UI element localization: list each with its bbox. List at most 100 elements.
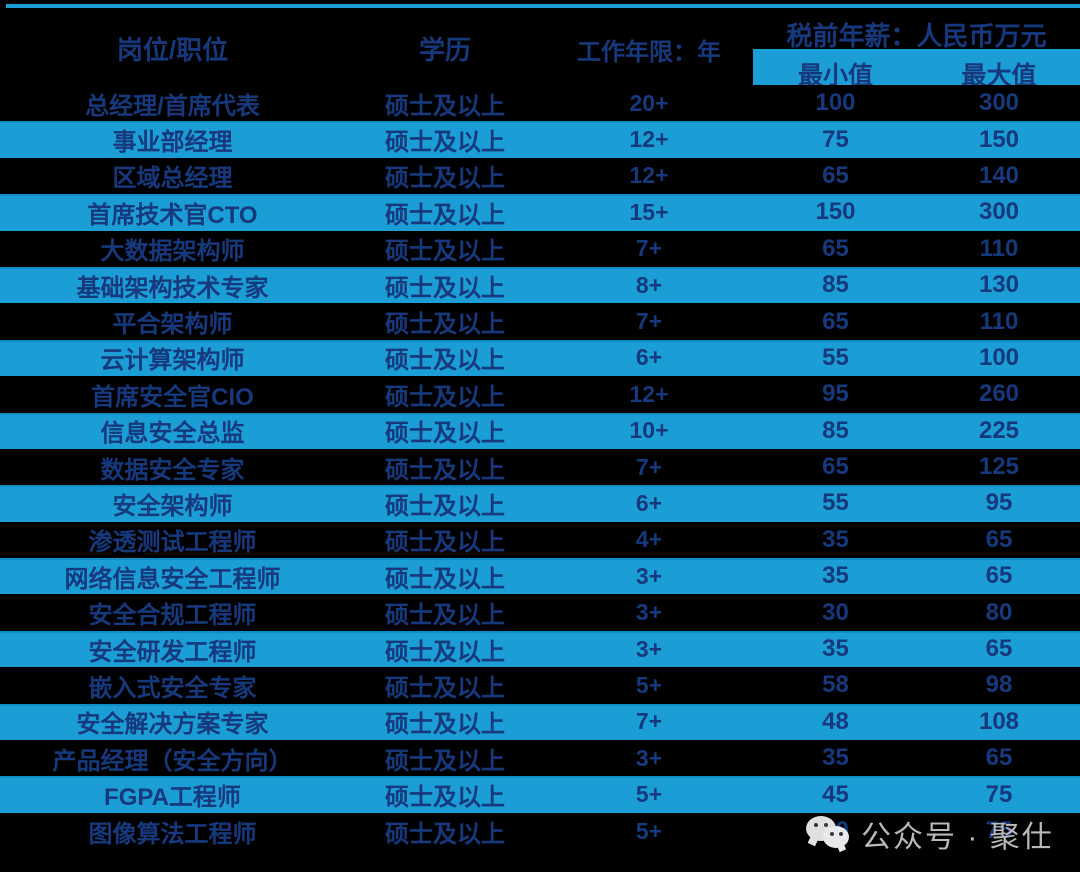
row-cell-education: 硕士及以上 [385, 311, 505, 339]
row-cell-position: 嵌入式安全专家 [88, 674, 257, 702]
row-cell-position: 区域总经理 [112, 165, 233, 193]
row-cell-education: 硕士及以上 [385, 492, 505, 520]
row-cell-education: 硕士及以上 [385, 165, 505, 193]
row-cell-experience: 3+ [635, 744, 663, 771]
row-cell-salary-max: 260 [978, 380, 1020, 408]
table-row: 安全合规工程师 硕士及以上 3+ 30 80 [0, 594, 1080, 631]
row-cell-position: 渗透测试工程师 [88, 529, 257, 557]
row-cell-salary-max: 125 [978, 453, 1020, 481]
salary-subheader-band [753, 49, 1080, 89]
row-cell-position: 总经理/首席代表 [85, 92, 260, 120]
row-cell-position: 安全解决方案专家 [76, 711, 269, 739]
row-cell-position: 云计算架构师 [100, 347, 245, 375]
table-row: 首席安全官CIO 硕士及以上 12+ 95 260 [0, 376, 1080, 413]
table-body: 总经理/首席代表 硕士及以上 20+ 100 300 事业部经理 硕士及以上 12+ 75 150… [0, 85, 1080, 850]
row-cell-education: 硕士及以上 [385, 747, 505, 775]
row-cell-experience: 6+ [635, 344, 663, 371]
row-cell-experience: 3+ [635, 562, 663, 589]
row-cell-position: 大数据架构师 [100, 238, 245, 266]
row-cell-education: 硕士及以上 [385, 638, 505, 666]
row-cell-salary-min: 100 [815, 89, 856, 117]
row-cell-education: 硕士及以上 [385, 820, 505, 848]
row-cell-salary-min: 35 [822, 562, 849, 590]
table-row: 渗透测试工程师 硕士及以上 4+ 35 65 [0, 521, 1080, 559]
row-cell-salary-max: 110 [979, 307, 1019, 335]
row-cell-experience: 4+ [635, 526, 663, 553]
row-cell-salary-max: 75 [985, 817, 1013, 844]
row-cell-salary-max: 100 [978, 343, 1020, 371]
row-cell-position: 数据安全专家 [100, 456, 245, 484]
table-row: 首席技术官CTO 硕士及以上 15+ 150 300 [0, 194, 1080, 231]
row-cell-education: 硕士及以上 [385, 238, 505, 266]
row-cell-salary-min: 35 [822, 525, 849, 553]
top-accent-rule [6, 4, 1080, 8]
row-cell-salary-min: 35 [822, 635, 849, 663]
row-cell-salary-max: 95 [985, 489, 1013, 517]
row-cell-salary-min: 35 [822, 744, 849, 772]
row-cell-education: 硕士及以上 [385, 383, 505, 411]
row-cell-salary-min: 65 [822, 307, 849, 335]
row-cell-salary-max: 80 [985, 598, 1013, 626]
row-cell-salary-max: 65 [985, 635, 1013, 663]
row-cell-position: 首席安全官CIO [91, 383, 254, 411]
column-header-experience: 工作年限：年 [577, 39, 721, 66]
row-cell-experience: 12+ [629, 380, 669, 407]
table-row: 安全解决方案专家 硕士及以上 7+ 48 108 [0, 703, 1080, 741]
row-cell-experience: 5+ [635, 671, 663, 698]
row-cell-position: 安全研发工程师 [88, 638, 257, 666]
table-row: 数据安全专家 硕士及以上 7+ 65 125 [0, 448, 1080, 486]
column-header-position: 岗位/职位 [116, 35, 229, 65]
row-cell-education: 硕士及以上 [385, 420, 505, 448]
row-cell-education: 硕士及以上 [385, 456, 505, 484]
row-cell-salary-max: 65 [985, 525, 1013, 553]
row-cell-education: 硕士及以上 [385, 201, 505, 229]
row-cell-experience: 7+ [635, 708, 663, 735]
row-cell-position: 安全合规工程师 [88, 602, 257, 630]
row-cell-education: 硕士及以上 [385, 565, 505, 593]
row-cell-experience: 12+ [629, 126, 669, 153]
row-cell-experience: 6+ [635, 489, 663, 516]
row-cell-experience: 3+ [635, 599, 663, 626]
row-cell-experience: 7+ [635, 308, 663, 335]
table-row: 网络信息安全工程师 硕士及以上 3+ 35 65 [0, 558, 1080, 595]
table-row: 图像算法工程师 硕士及以上 5+ 50 75 [0, 812, 1080, 850]
row-cell-position: 安全架构师 [112, 492, 233, 520]
column-header-salary-group: 税前年薪：人民币万元 [786, 21, 1047, 51]
row-cell-education: 硕士及以上 [385, 274, 505, 302]
row-cell-salary-min: 150 [815, 198, 856, 226]
row-cell-salary-min: 30 [822, 598, 849, 626]
row-cell-salary-max: 150 [978, 125, 1020, 153]
row-cell-education: 硕士及以上 [385, 711, 505, 739]
row-cell-salary-max: 65 [985, 562, 1013, 590]
row-cell-salary-min: 65 [822, 453, 849, 481]
row-cell-salary-max: 140 [978, 161, 1020, 189]
row-cell-salary-max: 300 [978, 89, 1020, 117]
row-cell-salary-min: 50 [822, 817, 849, 844]
row-cell-salary-min: 85 [822, 416, 849, 444]
table-row: 安全研发工程师 硕士及以上 3+ 35 65 [0, 630, 1080, 668]
row-cell-salary-min: 55 [822, 343, 849, 371]
row-cell-experience: 5+ [635, 781, 663, 808]
row-cell-salary-min: 75 [822, 125, 849, 153]
table-row: 产品经理（安全方向） 硕士及以上 3+ 35 65 [0, 740, 1080, 777]
row-cell-position: 基础架构技术专家 [76, 274, 269, 302]
row-cell-experience: 8+ [635, 271, 663, 298]
row-cell-experience: 10+ [629, 417, 669, 444]
row-cell-salary-min: 95 [822, 380, 849, 408]
row-cell-education: 硕士及以上 [385, 529, 505, 557]
row-cell-salary-max: 65 [985, 744, 1013, 772]
row-cell-salary-max: 130 [978, 271, 1020, 299]
table-row: 平合架构师 硕士及以上 7+ 65 110 [0, 303, 1080, 340]
row-cell-education: 硕士及以上 [385, 674, 505, 702]
row-cell-position: 事业部经理 [112, 129, 233, 157]
table-row: 安全架构师 硕士及以上 6+ 55 95 [0, 485, 1080, 522]
row-cell-position: 图像算法工程师 [88, 820, 257, 848]
row-cell-salary-min: 55 [822, 489, 849, 517]
table-row: 事业部经理 硕士及以上 12+ 75 150 [0, 121, 1080, 158]
row-cell-position: FGPA工程师 [104, 784, 241, 812]
row-cell-position: 平合架构师 [112, 311, 233, 339]
row-cell-position: 信息安全总监 [100, 420, 245, 448]
table-row: 总经理/首席代表 硕士及以上 20+ 100 300 [0, 85, 1080, 122]
table-row: 区域总经理 硕士及以上 12+ 65 140 [0, 157, 1080, 195]
